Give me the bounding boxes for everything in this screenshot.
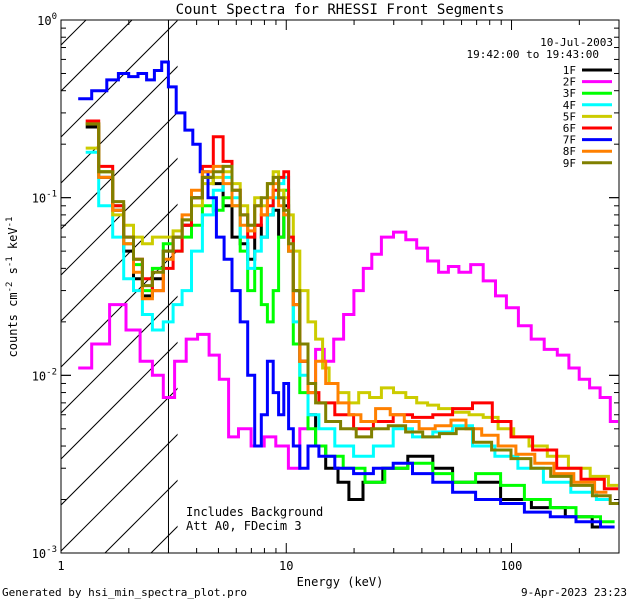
legend-label: 4F bbox=[563, 99, 576, 112]
hatch-line bbox=[61, 111, 178, 230]
legend-label: 3F bbox=[563, 87, 576, 100]
plot-frame bbox=[60, 19, 620, 554]
generated-by-label: Generated by hsi_min_spectra_plot.pro bbox=[2, 586, 247, 599]
date-label: 10-Jul-2003 bbox=[540, 36, 613, 49]
series-lines bbox=[78, 60, 619, 529]
x-axis-label: Energy (keV) bbox=[297, 575, 384, 589]
chart-title: Count Spectra for RHESSI Front Segments bbox=[176, 2, 505, 18]
legend-label: 7F bbox=[563, 134, 576, 147]
series-line-9F bbox=[85, 122, 619, 505]
legend-label: 5F bbox=[563, 110, 576, 123]
y-tick-label: 10-1 bbox=[32, 190, 57, 206]
hatch-line bbox=[61, 65, 178, 184]
y-tick-label: 10-3 bbox=[32, 545, 57, 561]
hatch-line bbox=[61, 203, 178, 322]
hatch-line bbox=[61, 387, 178, 506]
hatch-line bbox=[61, 20, 133, 92]
timestamp-label: 9-Apr-2023 23:23 bbox=[521, 586, 627, 599]
hatch-line bbox=[61, 20, 178, 138]
hatched-region bbox=[61, 20, 178, 553]
series-line-5F bbox=[85, 146, 619, 487]
x-tick-label: 100 bbox=[501, 559, 523, 573]
legend-label: 8F bbox=[563, 145, 576, 158]
legend-label: 2F bbox=[563, 76, 576, 89]
y-tick-label: 10-2 bbox=[32, 367, 57, 383]
time-range-label: 19:42:00 to 19:43:00 bbox=[467, 48, 599, 61]
series-line-2F bbox=[78, 230, 619, 470]
legend-label: 6F bbox=[563, 122, 576, 135]
series-line-4F bbox=[85, 150, 612, 501]
annotation-attenuator: Att A0, FDecim 3 bbox=[186, 519, 302, 533]
series-line-6F bbox=[85, 119, 619, 491]
series-line-7F bbox=[78, 60, 615, 529]
y-tick-label: 100 bbox=[37, 12, 57, 28]
x-tick-label: 10 bbox=[279, 559, 293, 573]
hatch-line bbox=[61, 295, 178, 414]
legend-label: 1F bbox=[563, 64, 576, 77]
hatch-line bbox=[61, 20, 87, 46]
y-axis: 100 10-1 10-2 10-3 bbox=[32, 12, 619, 561]
y-axis-label: counts cm-2 s-1 keV-1 bbox=[5, 217, 20, 358]
annotation-background: Includes Background bbox=[186, 505, 323, 519]
legend-label: 9F bbox=[563, 157, 576, 170]
hatch-line bbox=[61, 341, 178, 460]
x-tick-label: 1 bbox=[57, 559, 64, 573]
hatch-line bbox=[61, 433, 178, 552]
hatch-line bbox=[61, 157, 178, 276]
